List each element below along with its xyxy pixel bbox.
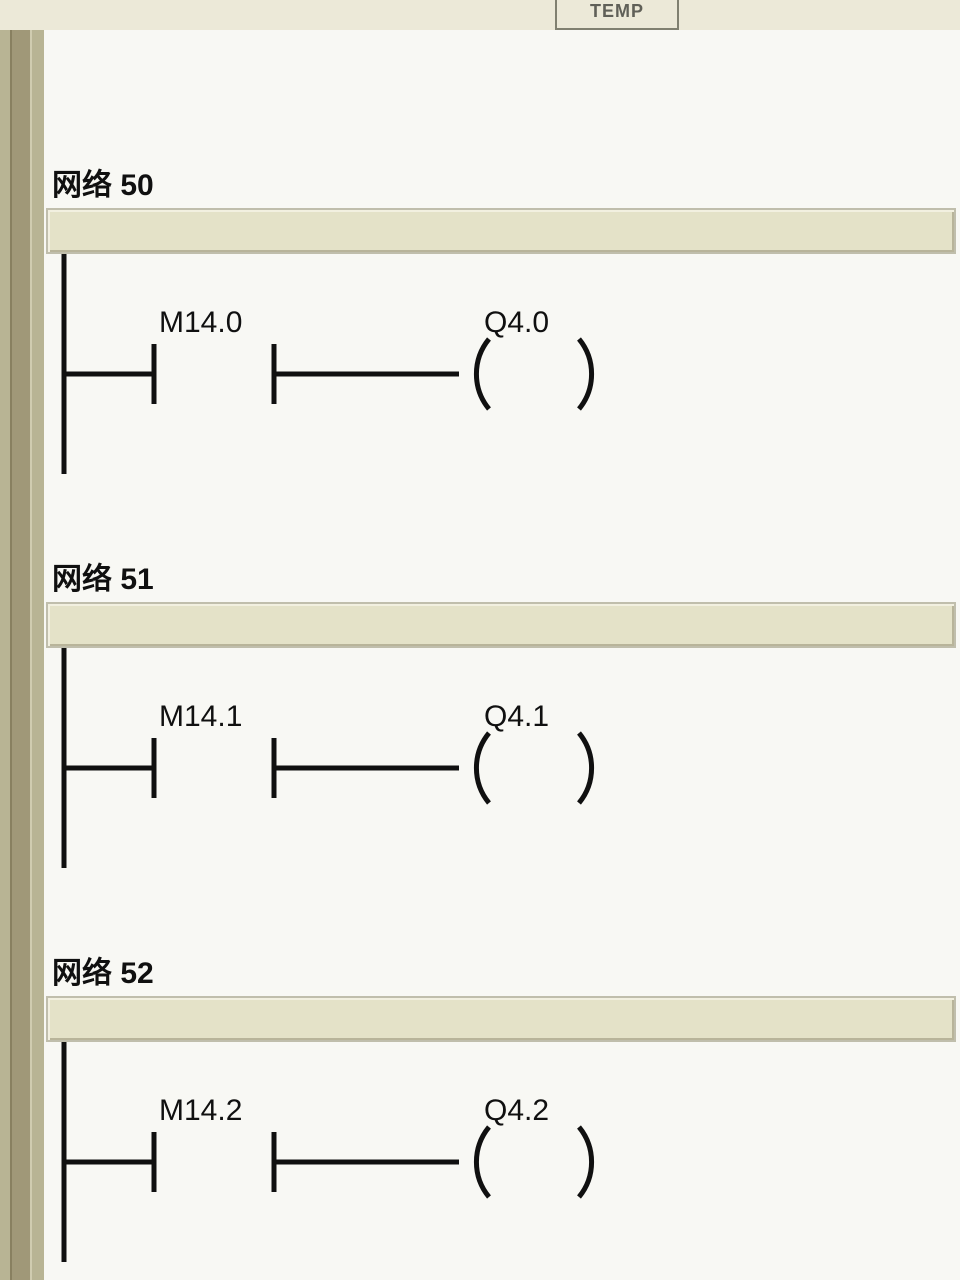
contact-label[interactable]: M14.2	[159, 1094, 242, 1128]
plc-editor-window: TEMP 网络 50	[0, 0, 960, 1280]
network-title: 网络 52	[44, 938, 960, 996]
contact-label[interactable]: M14.0	[159, 306, 242, 340]
network-block[interactable]: 网络 51 M14.1 Q4.1	[44, 544, 960, 938]
coil-label[interactable]: Q4.0	[484, 306, 549, 340]
editor-top-margin	[44, 30, 960, 150]
coil-label[interactable]: Q4.2	[484, 1094, 549, 1128]
network-block[interactable]: 网络 52 M14.2 Q4.2	[44, 938, 960, 1262]
contact-label[interactable]: M14.1	[159, 700, 242, 734]
temp-tab[interactable]: TEMP	[555, 0, 679, 30]
ladder-rung-svg	[44, 1042, 960, 1262]
network-comment-bar[interactable]	[46, 996, 956, 1042]
ladder-rung-svg	[44, 648, 960, 938]
rung-area[interactable]: M14.1 Q4.1	[44, 648, 960, 938]
ladder-rung-svg	[44, 254, 960, 544]
network-comment-bar[interactable]	[46, 602, 956, 648]
left-frame-groove	[10, 30, 32, 1280]
top-toolbar: TEMP	[0, 0, 960, 32]
ladder-editor[interactable]: 网络 50 M14.0 Q4.0	[44, 30, 960, 1280]
network-title: 网络 50	[44, 150, 960, 208]
network-block[interactable]: 网络 50 M14.0 Q4.0	[44, 150, 960, 544]
rung-area[interactable]: M14.0 Q4.0	[44, 254, 960, 544]
network-title: 网络 51	[44, 544, 960, 602]
left-frame	[0, 30, 46, 1280]
network-comment-bar[interactable]	[46, 208, 956, 254]
rung-area[interactable]: M14.2 Q4.2	[44, 1042, 960, 1262]
coil-label[interactable]: Q4.1	[484, 700, 549, 734]
